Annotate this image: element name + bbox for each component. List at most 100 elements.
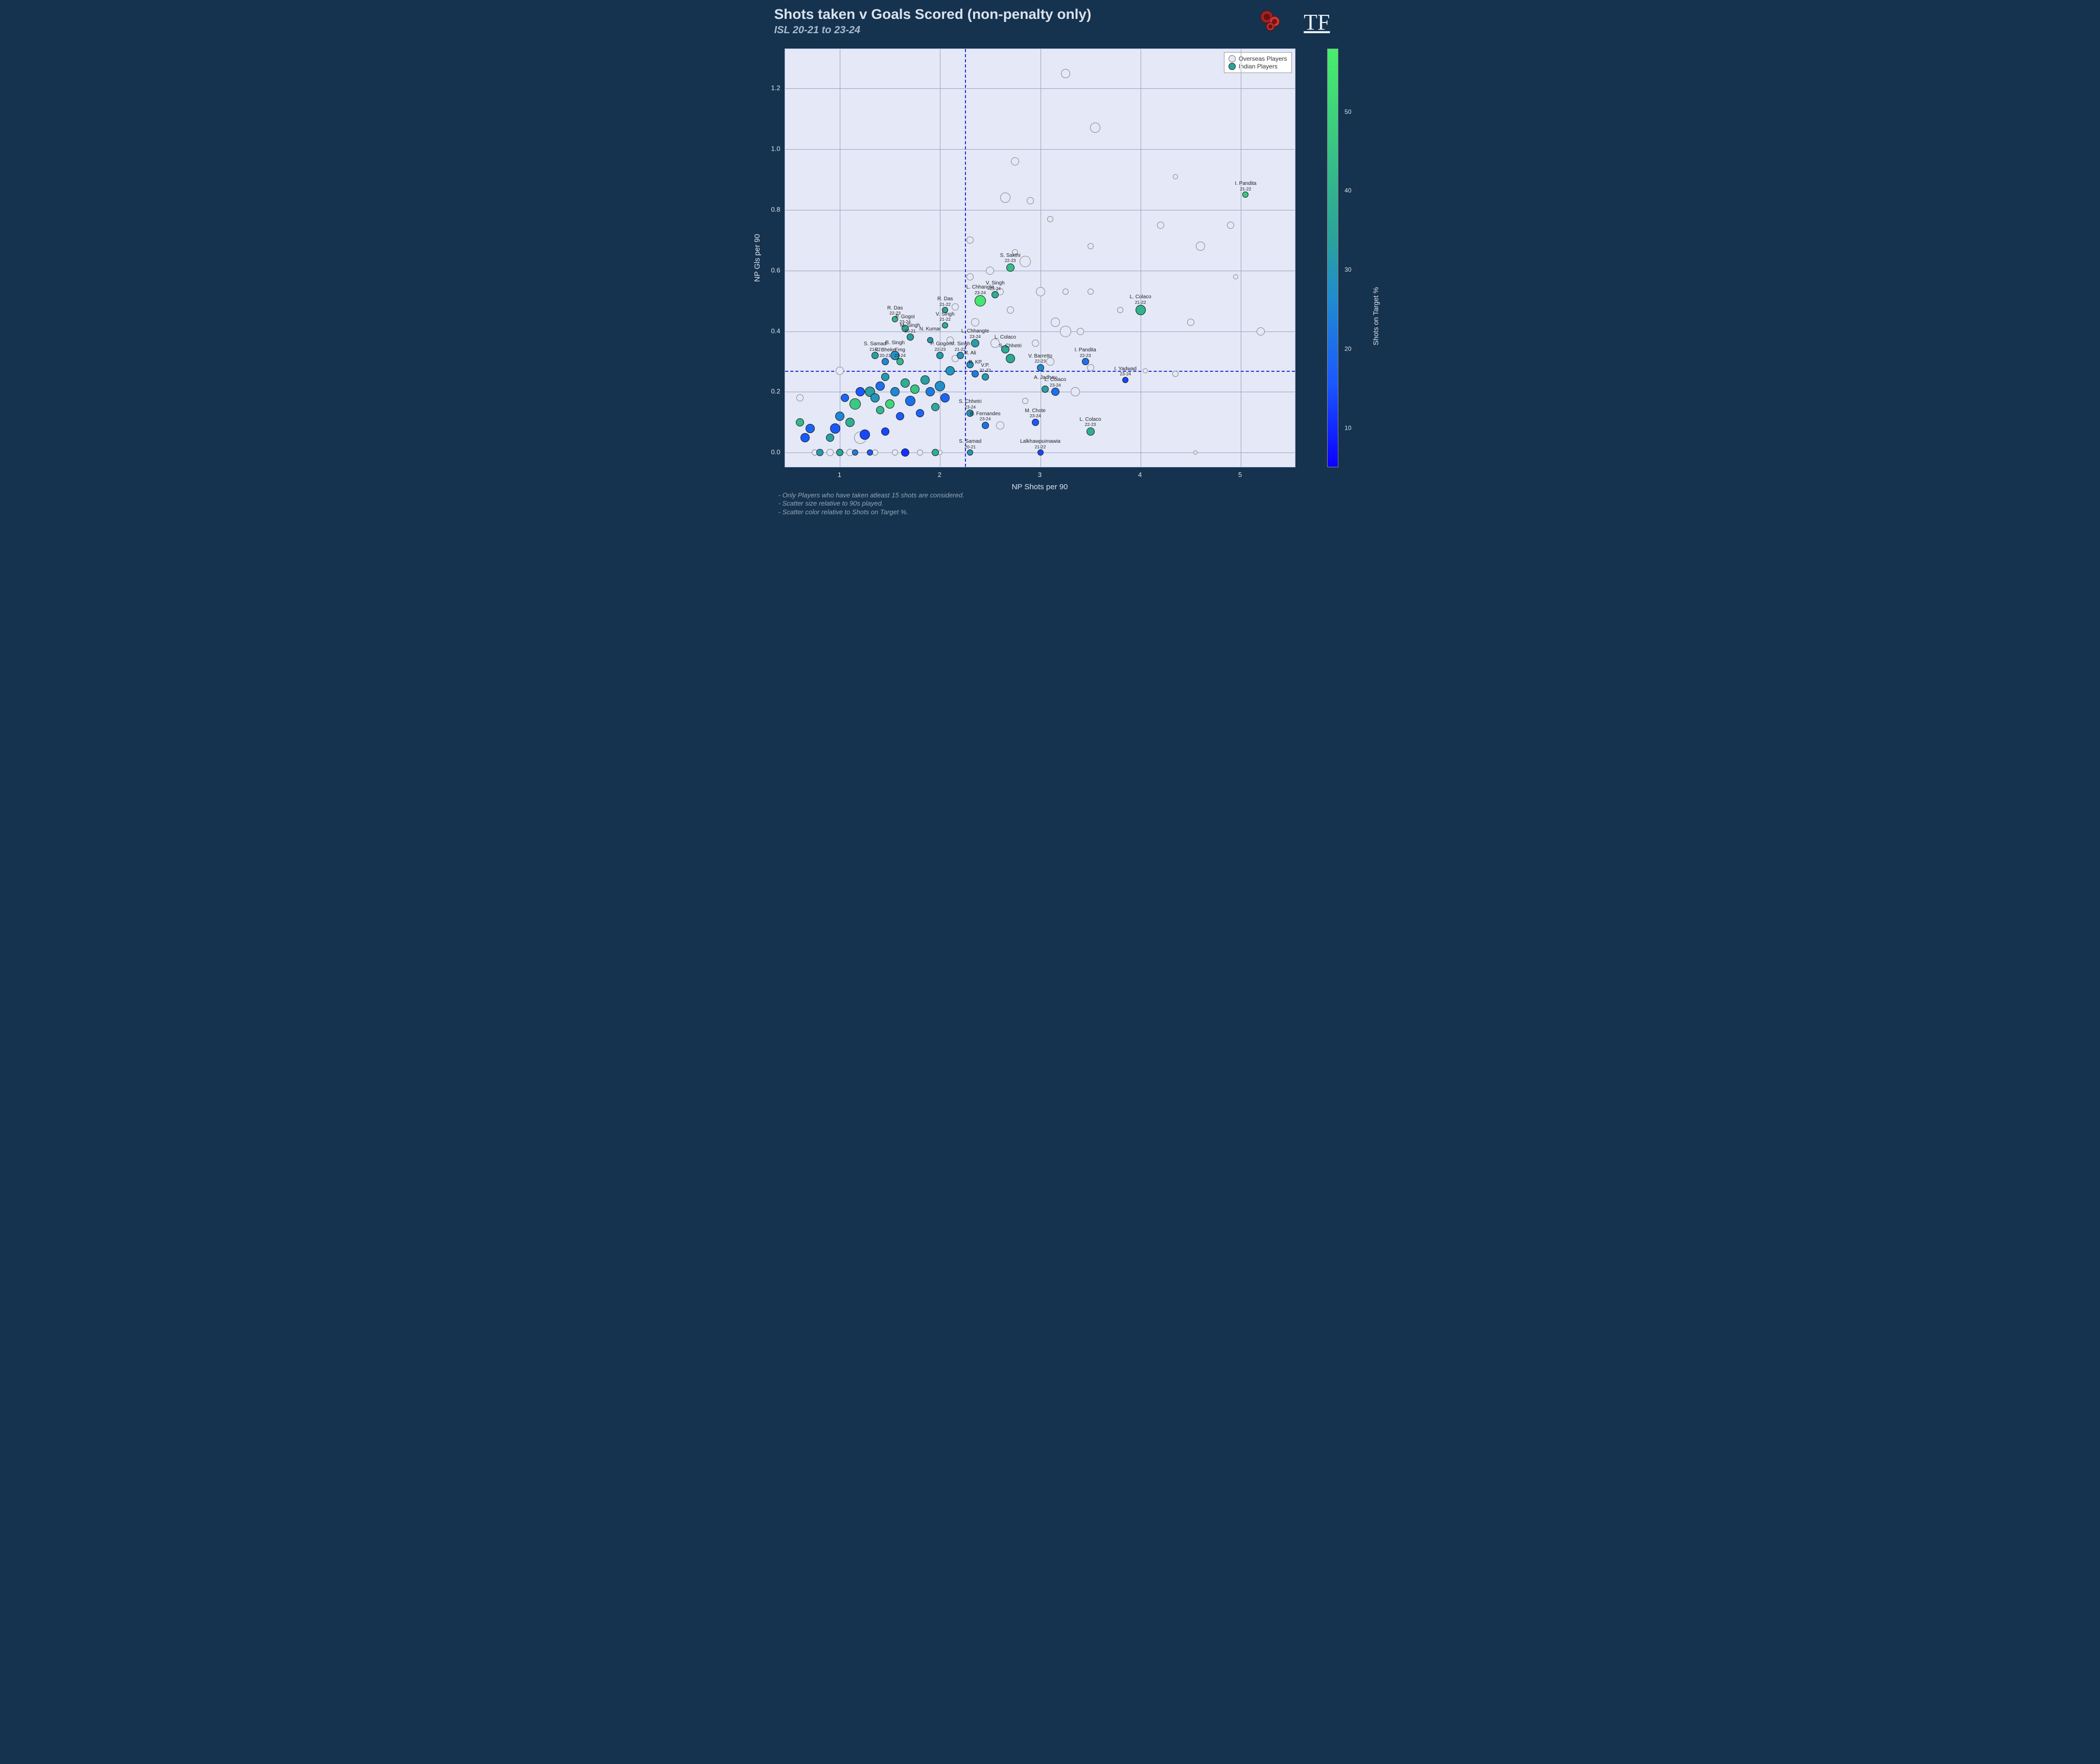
scatter-point-indian (841, 394, 849, 402)
scatter-point-overseas (1227, 222, 1234, 229)
x-tick-label: 5 (1238, 471, 1242, 479)
scatter-point-indian (907, 333, 914, 341)
scatter-point-overseas (986, 267, 994, 275)
scatter-point-indian (800, 433, 810, 442)
scatter-point-indian (1082, 358, 1089, 365)
scatter-point-overseas (1047, 216, 1053, 222)
point-label: P. Gogoi22-23 (931, 342, 950, 352)
point-label: Lalkhawpuimawia21-22 (1020, 439, 1060, 450)
scatter-point-indian (876, 382, 885, 391)
colorbar (1327, 49, 1338, 467)
point-label: L. Colaco21-22 (1129, 295, 1151, 305)
scatter-point-indian (1037, 364, 1044, 371)
scatter-point-indian (910, 385, 919, 394)
scatter-point-overseas (1172, 371, 1178, 377)
scatter-point-indian (926, 387, 935, 396)
scatter-point-indian (901, 448, 909, 457)
scatter-point-overseas (966, 236, 974, 244)
scatter-point-indian (1037, 449, 1044, 456)
scatter-point-indian (896, 412, 904, 420)
x-tick-label: 2 (938, 471, 941, 479)
colorbar-tick-label: 50 (1344, 108, 1351, 115)
chart-subtitle: ISL 20-21 to 23-24 (774, 25, 1092, 36)
scatter-point-overseas (827, 449, 834, 456)
chart-root: Shots taken v Goals Scored (non-penalty … (744, 0, 1357, 515)
scatter-point-overseas (1196, 242, 1205, 251)
gridline-h (785, 331, 1295, 332)
point-label: R. Bheke20-21 (875, 348, 895, 359)
scatter-point-indian (876, 406, 884, 414)
scatter-point-indian (890, 387, 900, 396)
scatter-point-indian (982, 422, 989, 429)
scatter-point-indian (885, 399, 894, 409)
scatter-point-overseas (1007, 306, 1014, 314)
scatter-point-overseas (1061, 69, 1070, 78)
scatter-point-indian (1087, 427, 1095, 436)
point-label: B. Fernandes23-24 (970, 412, 1001, 422)
scatter-point-overseas (1088, 243, 1094, 249)
point-label: L. Colaco (995, 335, 1016, 341)
y-axis-label: NP Gls per 90 (753, 234, 762, 282)
scatter-point-overseas (1077, 328, 1084, 335)
legend-marker-overseas-icon (1229, 55, 1236, 62)
scatter-point-indian (905, 396, 915, 406)
gridline-h (785, 88, 1295, 89)
point-label: I. Yadwad23-24 (1114, 367, 1137, 377)
point-label: L. Colaco22-23 (1079, 417, 1101, 428)
scatter-point-indian (856, 387, 865, 396)
legend-label-overseas: Overseas Players (1239, 55, 1287, 62)
point-label: S. Samad20-21 (959, 439, 981, 450)
scatter-point-overseas (1000, 193, 1010, 203)
scatter-point-indian (850, 398, 861, 410)
point-label: V. Barretto22-23 (1028, 354, 1052, 365)
scatter-point-indian (816, 449, 823, 456)
scatter-point-indian (967, 449, 973, 456)
scatter-point-overseas (1157, 222, 1164, 229)
point-label: S. Sakthi22-23 (1000, 253, 1021, 264)
y-tick-label: 0.2 (755, 388, 781, 395)
legend-box: Overseas Players Indian Players (1224, 52, 1292, 73)
scatter-point-indian (935, 381, 945, 391)
scatter-point-indian (1032, 419, 1039, 426)
scatter-point-indian (867, 449, 873, 456)
scatter-point-indian (1242, 192, 1248, 198)
scatter-point-indian (982, 373, 989, 380)
scatter-point-indian (1006, 264, 1014, 272)
scatter-point-overseas (1011, 157, 1019, 165)
scatter-point-indian (921, 375, 930, 385)
point-label: I. Pandita22-23 (1075, 348, 1096, 359)
colorbar-tick-label: 40 (1344, 187, 1351, 194)
scatter-point-indian (901, 378, 910, 388)
scatter-point-overseas (1143, 368, 1148, 373)
x-tick-label: 3 (1038, 471, 1042, 479)
scatter-point-indian (836, 449, 843, 456)
note-line: - Only Players who have taken atleast 15… (778, 491, 964, 499)
point-label: I. Pandita21-22 (1235, 181, 1256, 192)
plot-area: Overseas Players Indian Players I. Pandi… (785, 49, 1295, 467)
scatter-point-indian (881, 373, 889, 381)
scatter-point-indian (932, 449, 939, 456)
chart-notes: - Only Players who have taken atleast 15… (778, 491, 964, 516)
scatter-point-overseas (1257, 327, 1265, 336)
scatter-point-overseas (892, 449, 898, 456)
brand-logo-icon (1259, 9, 1283, 35)
colorbar-label: Shots on Target % (1372, 287, 1380, 345)
scatter-point-indian (852, 449, 858, 456)
scatter-point-indian (806, 424, 815, 433)
scatter-point-overseas (796, 394, 804, 401)
point-label: Fmg23-24 (894, 348, 906, 359)
title-block: Shots taken v Goals Scored (non-penalty … (774, 6, 1092, 36)
y-tick-label: 1.2 (755, 84, 781, 92)
scatter-point-indian (860, 430, 870, 440)
scatter-point-overseas (1027, 197, 1034, 204)
point-label: L. Chhangte23-24 (966, 285, 995, 296)
point-label: L. Colaco23-24 (1045, 377, 1066, 388)
point-label: R. Das21-22 (937, 297, 953, 307)
scatter-point-indian (881, 427, 889, 436)
point-label: S. Chhetri23-24 (959, 399, 981, 410)
scatter-point-indian (971, 339, 979, 347)
x-tick-label: 1 (838, 471, 841, 479)
scatter-point-overseas (1088, 289, 1094, 295)
scatter-point-indian (942, 322, 948, 328)
scatter-point-overseas (1032, 340, 1039, 347)
